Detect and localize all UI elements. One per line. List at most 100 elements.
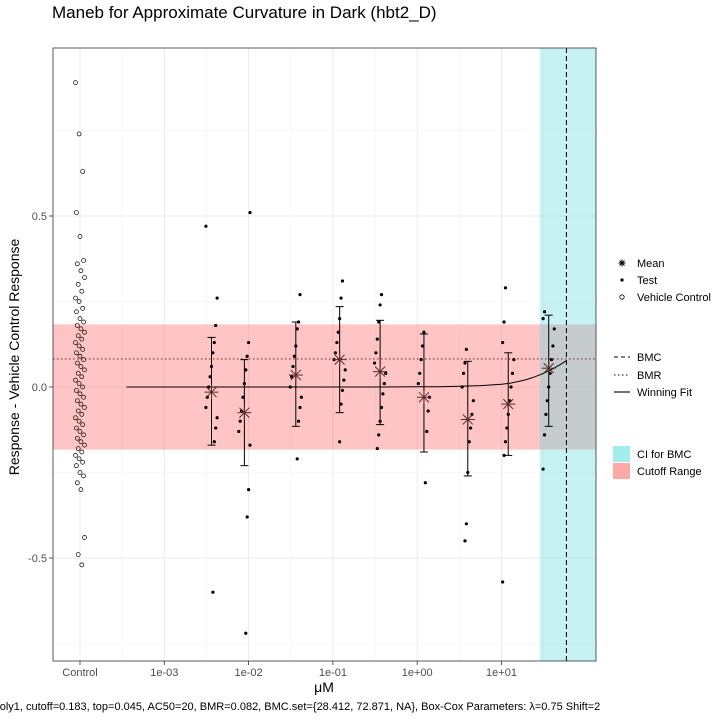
- vehicle-control-point: [81, 394, 86, 400]
- test-point: [541, 317, 545, 321]
- vehicle-control-point: [74, 350, 79, 356]
- test-point: [295, 327, 299, 331]
- vehicle-control-point: [76, 299, 82, 304]
- test-point: [377, 320, 381, 324]
- mean-marker-stroke: [543, 362, 555, 374]
- vehicle-control-point: [74, 425, 79, 431]
- test-point: [242, 381, 246, 386]
- vehicle-control-point: [74, 435, 80, 441]
- test-point: [204, 405, 208, 410]
- test-point: [340, 279, 345, 283]
- test-point: [339, 296, 343, 300]
- vehicle-control-point: [77, 353, 83, 359]
- vehicle-control-point: [81, 319, 86, 325]
- vehicle-control-point: [74, 463, 79, 469]
- test-point: [505, 426, 509, 430]
- test-point: [298, 405, 302, 410]
- test-point: [245, 354, 249, 358]
- vehicle-control-point: [73, 453, 78, 458]
- vehicle-control-point: [73, 377, 78, 383]
- test-point: [379, 293, 384, 297]
- vehicle-control-point: [74, 210, 79, 215]
- test-point: [464, 522, 468, 526]
- footnote-parameters: oly1, cutoff=0.183, top=0.045, AC50=20, …: [0, 701, 601, 713]
- vehicle-control-point: [79, 562, 85, 568]
- test-point: [548, 371, 552, 375]
- y-tick-label: -0.5: [28, 553, 47, 565]
- test-point: [207, 385, 211, 389]
- test-point: [541, 467, 545, 471]
- test-point: [377, 433, 381, 437]
- vehicle-control-point: [78, 401, 84, 407]
- test-point: [544, 412, 548, 416]
- vehicle-control-point: [78, 364, 84, 369]
- test-point: [378, 303, 382, 307]
- vehicle-control-point: [77, 429, 83, 434]
- test-point: [545, 399, 549, 403]
- test-point: [343, 368, 347, 372]
- vehicle-control-point: [79, 449, 85, 455]
- test-point: [244, 631, 248, 635]
- test-point: [215, 416, 219, 420]
- vehicle-control-point: [74, 323, 80, 328]
- x-tick-label: 1e+00: [402, 667, 433, 679]
- vehicle-control-point: [81, 473, 86, 479]
- test-point: [204, 224, 208, 228]
- vehicle-control-point: [75, 333, 81, 339]
- mean-marker: [501, 397, 516, 412]
- chart-title: Maneb for Approximate Curvature in Dark …: [52, 3, 437, 22]
- test-point: [246, 340, 251, 345]
- test-point: [466, 470, 470, 475]
- mean-marker-stroke: [502, 398, 514, 410]
- x-tick-label: Control: [62, 667, 97, 679]
- test-point: [419, 358, 423, 362]
- vehicle-control-point: [82, 442, 87, 448]
- mean-marker: [288, 368, 303, 383]
- test-point: [381, 392, 385, 396]
- legend-fill-label: Cutoff Range: [637, 466, 702, 478]
- vehicle-control-point: [80, 169, 86, 174]
- winning-fit-curve: [126, 360, 567, 388]
- panel-background: [53, 48, 596, 661]
- vehicle-control-point: [77, 234, 83, 239]
- vehicle-control-point: [82, 275, 87, 280]
- test-point: [248, 443, 252, 447]
- test-point: [248, 210, 252, 215]
- mean-marker-stroke: [239, 407, 250, 418]
- vehicle-control-point: [77, 316, 83, 321]
- test-point: [298, 293, 302, 297]
- test-point: [245, 515, 249, 519]
- test-point: [288, 385, 292, 389]
- vehicle-control-point: [81, 432, 86, 438]
- x-tick-label: 1e-02: [235, 667, 263, 679]
- mean-marker-stroke: [418, 391, 430, 403]
- vehicle-control-point: [78, 487, 84, 492]
- legend-vehicle-control-icon: [619, 294, 625, 300]
- bmc-ci-band: [539, 48, 596, 661]
- test-point: [501, 340, 505, 345]
- mean-marker-stroke: [206, 386, 217, 398]
- test-point: [551, 344, 555, 348]
- legend-line-label: Winning Fit: [637, 387, 692, 399]
- test-point: [342, 378, 346, 382]
- mean-marker: [460, 412, 475, 427]
- test-point: [297, 419, 301, 423]
- legend-shape-label: Vehicle Control: [637, 292, 711, 304]
- vehicle-control-point: [79, 336, 85, 342]
- test-point: [463, 361, 467, 365]
- test-point: [501, 580, 505, 584]
- test-point: [503, 286, 508, 290]
- vehicle-control-point: [80, 384, 86, 390]
- test-point: [464, 347, 468, 351]
- test-point: [238, 419, 242, 423]
- vehicle-control-point: [79, 288, 85, 294]
- vehicle-control-point: [79, 412, 85, 417]
- test-point: [512, 358, 516, 362]
- test-point: [374, 351, 378, 355]
- test-point: [214, 426, 218, 430]
- vehicle-control-point: [76, 381, 82, 386]
- vehicle-control-point: [80, 459, 86, 465]
- test-point: [212, 340, 216, 345]
- legend-line-label: BMR: [637, 370, 662, 382]
- test-point: [336, 330, 340, 334]
